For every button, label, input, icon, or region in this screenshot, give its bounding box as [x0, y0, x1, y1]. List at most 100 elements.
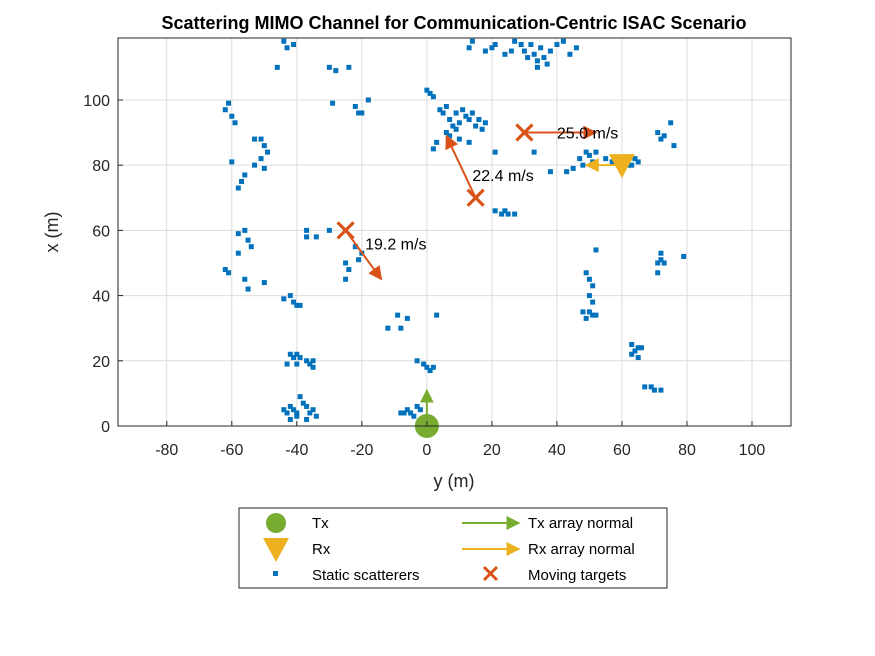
y-tick-label: 100: [83, 93, 110, 110]
scatterer-point: [291, 42, 297, 48]
y-tick-label: 40: [92, 289, 110, 306]
scatterer-point: [434, 139, 440, 145]
scatterer-point: [492, 208, 498, 214]
scatterer-point: [297, 355, 303, 361]
scatterer-point: [307, 361, 313, 367]
scatterer-point: [531, 149, 537, 155]
scatterer-point: [226, 100, 232, 106]
x-tick-label: -80: [155, 442, 178, 459]
scatterer-point: [567, 51, 573, 57]
scatterer-point: [440, 110, 446, 116]
scatterer-point: [427, 368, 433, 374]
scatterer-point: [466, 45, 472, 51]
scatterer-point: [671, 143, 677, 149]
scatterer-point: [304, 403, 310, 409]
scatterer-point: [261, 280, 267, 286]
scatterer-point: [658, 250, 664, 256]
scatterer-point: [538, 45, 544, 51]
scatterer-point: [356, 110, 362, 116]
scatterer-point: [482, 48, 488, 54]
scatterer-point: [417, 407, 423, 413]
scatterer-point: [258, 156, 264, 162]
scatterer-point: [583, 149, 589, 155]
scatterer-point: [421, 361, 427, 367]
scatterer-point: [232, 120, 238, 126]
scatterer-point: [304, 416, 310, 422]
scatterer-point: [239, 178, 245, 184]
scatterer-point: [593, 312, 599, 318]
scatterer-point: [629, 341, 635, 347]
scatterer-point: [229, 113, 235, 119]
scatterer-point: [586, 293, 592, 299]
x-axis-label: y (m): [434, 471, 475, 491]
scatterer-point: [593, 247, 599, 253]
scatterer-point: [547, 169, 553, 175]
scatterer-point: [632, 348, 638, 354]
scatterer-point: [590, 159, 596, 165]
scatterer-point: [450, 123, 456, 129]
rx-marker: [608, 154, 635, 179]
scatterer-point: [508, 48, 514, 54]
scatterer-point: [443, 103, 449, 109]
scatterer-point: [655, 260, 661, 266]
scatterer-point: [294, 413, 300, 419]
x-tick-label: -20: [350, 442, 373, 459]
scatterer-point: [430, 364, 436, 370]
scatterer-point: [456, 120, 462, 126]
scatterer-point: [469, 38, 475, 44]
scatterer-point: [580, 162, 586, 168]
scatterer-point: [505, 211, 511, 217]
scatterer-point: [294, 351, 300, 357]
scatterer-point: [583, 315, 589, 321]
scatterer-point: [291, 407, 297, 413]
scatterer-point: [326, 64, 332, 70]
scatterer-point: [544, 61, 550, 67]
scatterer-point: [560, 38, 566, 44]
y-tick-label: 80: [92, 158, 110, 175]
scatterer-point: [466, 139, 472, 145]
scatterer-point: [518, 42, 524, 48]
scatterer-point: [632, 156, 638, 162]
scatterer-point: [453, 126, 459, 132]
x-tick-label: 0: [422, 442, 431, 459]
legend-target-marker: [482, 565, 499, 582]
scatterer-point: [242, 172, 248, 178]
x-tick-label: -60: [220, 442, 243, 459]
legend-rx-normal-label: Rx array normal: [528, 541, 635, 558]
scatterer-point: [430, 146, 436, 152]
scatterer-point: [229, 159, 235, 165]
scatterer-point: [343, 260, 349, 266]
scatterer-point: [313, 234, 319, 240]
scatterer-point: [414, 403, 420, 409]
scatterer-point: [482, 120, 488, 126]
chart-title: Scattering MIMO Channel for Communicatio…: [161, 13, 746, 33]
scatterer-point: [635, 159, 641, 165]
scatterer-point: [287, 416, 293, 422]
scatterer-point: [590, 283, 596, 289]
scatterer-point: [586, 276, 592, 282]
scatterer-point: [469, 110, 475, 116]
scatterer-point: [638, 345, 644, 351]
scatterer-point: [658, 136, 664, 142]
scatterer-point: [235, 185, 241, 191]
x-tick-label: -40: [285, 442, 308, 459]
scatterer-point: [534, 58, 540, 64]
scatterer-point: [424, 364, 430, 370]
scatterer-point: [346, 266, 352, 272]
scatterer-point: [590, 312, 596, 318]
scatterer-point: [603, 156, 609, 162]
scatterer-point: [265, 149, 271, 155]
scatterer-point: [291, 299, 297, 305]
scatterer-point: [245, 286, 251, 292]
legend-box: [238, 507, 668, 589]
scatterer-point: [281, 38, 287, 44]
scatterer-point: [635, 355, 641, 361]
scatterer-point: [629, 162, 635, 168]
scatterer-point: [274, 64, 280, 70]
scatterer-point: [661, 260, 667, 266]
scatterer-point: [245, 237, 251, 243]
x-tick-label: 100: [739, 442, 766, 459]
scatterer-point: [629, 351, 635, 357]
y-tick-label: 0: [101, 419, 110, 436]
